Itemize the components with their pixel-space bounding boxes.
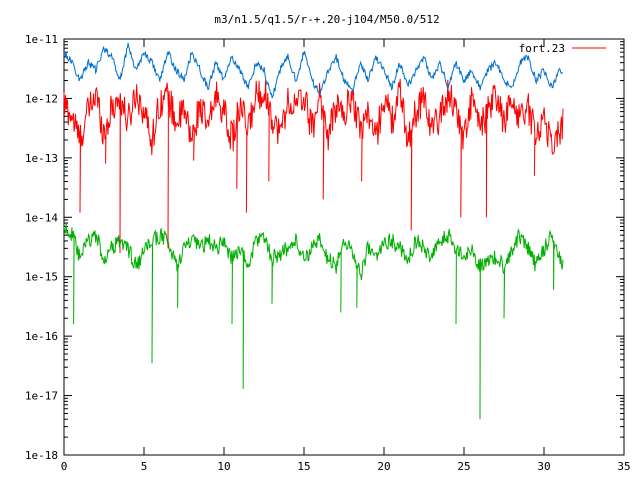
x-tick-label: 5: [141, 460, 148, 473]
chart-title: m3/n1.5/q1.5/r-+.20-j104/M50.0/512: [214, 13, 439, 26]
y-tick-label: 1e-11: [25, 33, 58, 46]
y-tick-label: 1e-18: [25, 449, 58, 462]
y-tick-label: 1e-17: [25, 390, 58, 403]
series-layer: [63, 42, 564, 420]
x-tick-label: 20: [377, 460, 390, 473]
x-tick-label: 35: [617, 460, 630, 473]
y-axis: 1e-18 1e-17 1e-16 1e-15 1e-14 1e-13 1e-12 1e-11: [25, 33, 624, 462]
legend-label: fort.23: [519, 42, 565, 55]
x-tick-label: 30: [537, 460, 550, 473]
plot-frame: [63, 38, 625, 456]
x-axis: 0 5 10 15 20 25 30 35: [61, 39, 631, 473]
y-tick-label: 1e-15: [25, 271, 58, 284]
x-tick-label: 25: [457, 460, 470, 473]
legend: fort.23: [519, 42, 606, 55]
y-tick-label: 1e-12: [25, 92, 58, 105]
x-tick-label: 15: [297, 460, 310, 473]
y-tick-label: 1e-14: [25, 211, 58, 224]
y-tick-label: 1e-16: [25, 330, 58, 343]
x-tick-label: 10: [217, 460, 230, 473]
y-tick-label: 1e-13: [25, 152, 58, 165]
series-line-3: [63, 223, 564, 420]
x-tick-label: 0: [61, 460, 68, 473]
series-line-1: [63, 78, 564, 254]
series-line-2: [63, 42, 563, 99]
